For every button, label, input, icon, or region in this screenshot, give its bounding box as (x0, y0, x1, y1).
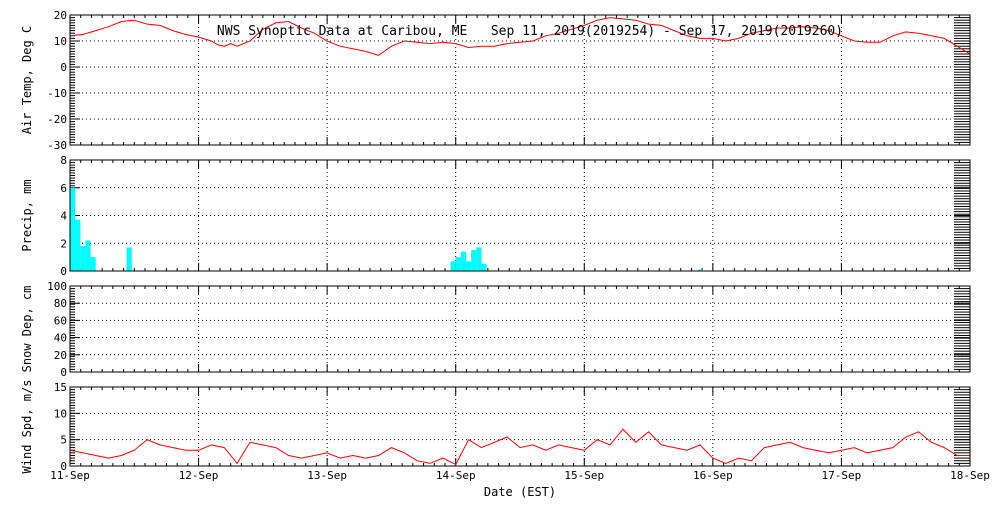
y-tick-label: 20 (54, 349, 67, 362)
precip-bar (85, 240, 91, 271)
y-axis-label: Air Temp, Deg C (20, 26, 34, 134)
y-tick-label: 15 (54, 381, 67, 394)
precip-bar (466, 261, 472, 271)
y-axis-label: Precip, mm (20, 179, 34, 251)
y-tick-label: 10 (54, 35, 67, 48)
y-tick-label: 0 (60, 61, 67, 74)
x-tick-label: 11-Sep (50, 469, 90, 482)
y-tick-label: 0 (60, 265, 67, 278)
plot-frame (69, 386, 971, 467)
y-tick-label: 2 (60, 237, 67, 250)
precip-bar (80, 246, 86, 271)
panel-air-temp: -30 -20 -10 0 10 20 Air Temp, Deg C (20, 9, 971, 152)
precip-bar (697, 269, 703, 271)
y-tick-label: 0 (60, 460, 67, 473)
panel-snow-depth: 0 20 40 60 80 100 Snow Dep, cm (20, 280, 971, 379)
precip-bar (450, 261, 456, 271)
precip-bar (476, 247, 482, 271)
chart-title: NWS Synoptic Data at Caribou, ME Sep 11,… (217, 24, 843, 39)
y-tick-label: 10 (54, 407, 67, 420)
y-tick-label: 6 (60, 182, 67, 195)
panel-wind-speed: 0 5 10 15 Wind Spd, m/s (20, 380, 971, 474)
y-tick-label: 8 (60, 154, 67, 167)
precip-bar (75, 219, 81, 271)
precip-bar (126, 247, 132, 271)
x-axis-label: Date (EST) (484, 485, 556, 499)
y-tick-label: -20 (47, 113, 67, 126)
precip-bar (481, 264, 487, 271)
y-tick-label: 20 (54, 9, 67, 22)
y-tick-label: 0 (60, 366, 67, 379)
y-tick-label: 60 (54, 314, 67, 327)
wind-speed-series-line (69, 428, 970, 466)
y-tick-label: -30 (47, 139, 67, 152)
y-tick-label: 5 (60, 434, 67, 447)
plot-frame (69, 159, 971, 272)
x-tick-label: 18-Sep (950, 469, 990, 482)
x-tick-label: 15-Sep (564, 469, 604, 482)
plot-frame (69, 285, 971, 373)
plot-frame (69, 14, 971, 146)
x-tick-label: 16-Sep (693, 469, 733, 482)
x-tick-label: 13-Sep (307, 469, 347, 482)
y-tick-label: 40 (54, 332, 67, 345)
precip-bar (455, 257, 461, 271)
precip-bar (471, 250, 477, 271)
x-tick-label: 17-Sep (822, 469, 862, 482)
precip-bar (90, 257, 96, 271)
panel-precip: 0 2 4 6 8 Precip, mm (20, 154, 971, 278)
y-tick-label: 100 (47, 280, 67, 293)
y-tick-label: 80 (54, 297, 67, 310)
air-temp-series-line (69, 17, 971, 56)
x-tick-label: 14-Sep (436, 469, 476, 482)
y-tick-label: 4 (60, 210, 67, 223)
x-tick-label: 12-Sep (179, 469, 219, 482)
precip-bar (70, 187, 76, 271)
y-axis-label: Snow Dep, cm (20, 286, 34, 373)
y-tick-label: -10 (47, 87, 67, 100)
precip-bar (460, 251, 466, 271)
y-axis-label: Wind Spd, m/s (20, 380, 34, 474)
